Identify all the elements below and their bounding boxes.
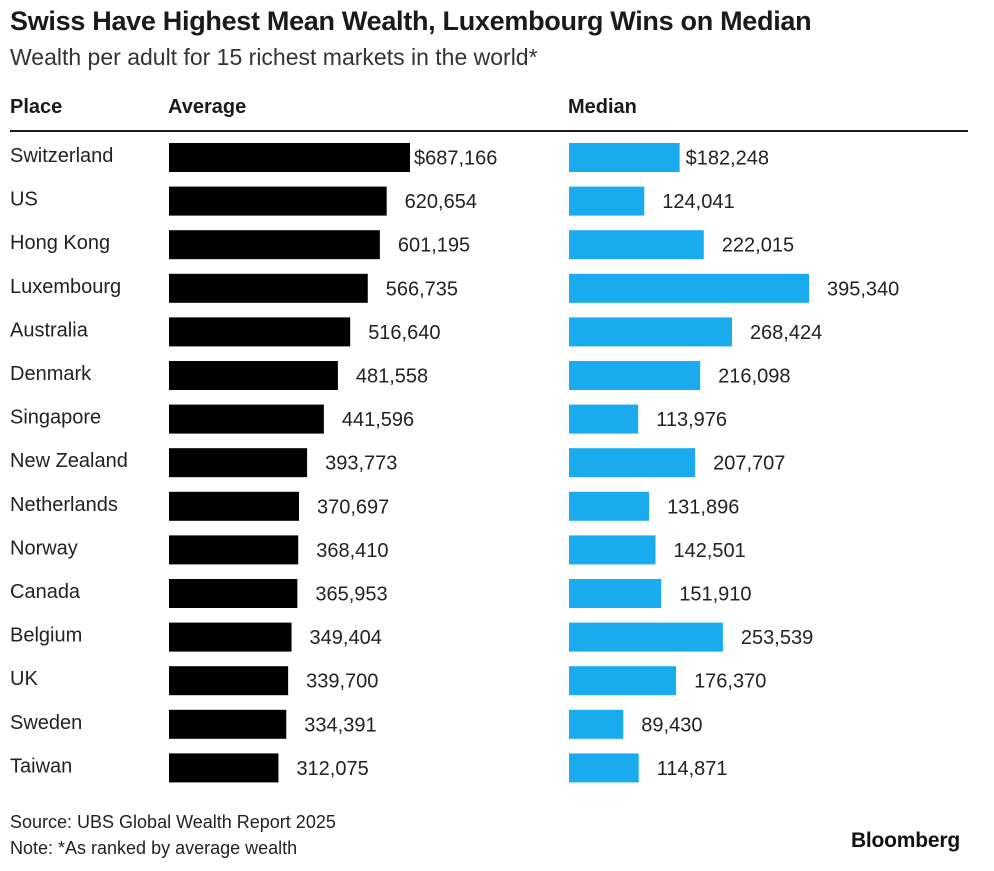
chart-title: Swiss Have Highest Mean Wealth, Luxembou… — [10, 6, 812, 36]
column-header-place: Place — [10, 96, 63, 118]
median-value-label: 124,041 — [662, 191, 734, 213]
average-value-label: 481,558 — [356, 366, 428, 388]
average-bar — [169, 143, 410, 172]
median-bar — [569, 317, 732, 347]
median-bar — [569, 186, 645, 216]
average-value-label: 334,391 — [304, 714, 376, 736]
median-value-label: 114,871 — [657, 758, 728, 780]
median-bar — [569, 143, 680, 172]
median-bar — [569, 666, 677, 696]
place-label: Taiwan — [10, 755, 72, 777]
place-label: Sweden — [10, 712, 82, 734]
median-value-label: 268,424 — [750, 322, 822, 344]
median-value-label: 89,430 — [641, 714, 702, 736]
place-label: Belgium — [10, 625, 82, 647]
chart-subtitle: Wealth per adult for 15 richest markets … — [10, 44, 538, 70]
place-label: Denmark — [10, 363, 92, 385]
place-label: UK — [10, 668, 38, 690]
average-bar — [169, 317, 351, 347]
average-value-label: 393,773 — [325, 453, 397, 475]
place-label: Switzerland — [10, 145, 113, 167]
average-value-label: 516,640 — [368, 322, 440, 344]
bar-chart: Switzerland $687,166 $182,248 US 620,654 124,… — [10, 143, 899, 783]
place-label: Australia — [10, 319, 89, 341]
bloomberg-logo: Bloomberg — [850, 829, 960, 852]
average-bar — [169, 753, 279, 783]
average-bar — [169, 273, 368, 303]
average-value-label: 566,735 — [386, 278, 458, 300]
average-value-label: 312,075 — [296, 758, 368, 780]
median-bar — [569, 753, 639, 783]
average-value-label: 339,700 — [306, 671, 378, 693]
median-bar — [569, 535, 656, 565]
median-bar — [569, 579, 662, 608]
average-bar — [169, 666, 289, 696]
average-bar — [169, 579, 298, 608]
average-bar — [169, 709, 287, 739]
average-bar — [169, 361, 338, 390]
column-header-average: Average — [168, 96, 247, 118]
place-label: Norway — [10, 537, 78, 559]
median-value-label: 216,098 — [718, 366, 790, 388]
average-value-label: 620,654 — [405, 191, 477, 213]
average-bar — [169, 491, 300, 521]
average-bar — [169, 186, 387, 216]
median-value-label: 222,015 — [722, 235, 794, 257]
average-value-label: 370,697 — [317, 496, 389, 518]
median-bar — [569, 273, 809, 303]
median-bar — [569, 448, 696, 478]
median-bar — [569, 491, 650, 521]
column-header-median: Median — [568, 96, 637, 118]
average-bar — [169, 448, 308, 478]
median-bar — [569, 404, 639, 434]
median-value-label: 253,539 — [741, 627, 813, 649]
source-note: Source: UBS Global Wealth Report 2025 — [10, 812, 336, 832]
place-label: Singapore — [10, 407, 101, 429]
median-value-label: 176,370 — [694, 671, 766, 693]
median-bar — [569, 361, 701, 390]
footnote: Note: *As ranked by average wealth — [10, 838, 298, 858]
median-value-label: 151,910 — [679, 584, 751, 606]
median-bar — [569, 230, 704, 260]
average-value-label: $687,166 — [414, 148, 497, 170]
median-value-label: 142,501 — [674, 540, 746, 562]
average-value-label: 368,410 — [316, 540, 388, 562]
median-value-label: 207,707 — [713, 453, 785, 475]
place-label: New Zealand — [10, 450, 128, 472]
average-bar — [169, 622, 292, 652]
median-value-label: 131,896 — [667, 496, 739, 518]
average-value-label: 601,195 — [398, 235, 470, 257]
average-value-label: 349,404 — [310, 627, 382, 649]
place-label: US — [10, 189, 38, 211]
average-value-label: 365,953 — [315, 584, 387, 606]
header-rule — [10, 130, 968, 132]
average-value-label: 441,596 — [342, 409, 414, 431]
median-bar — [569, 622, 723, 652]
place-label: Canada — [10, 581, 81, 603]
place-label: Hong Kong — [10, 232, 110, 254]
median-value-label: 113,976 — [656, 409, 727, 431]
place-label: Luxembourg — [10, 276, 121, 298]
average-bar — [169, 535, 299, 565]
average-bar — [169, 404, 324, 434]
median-value-label: 395,340 — [827, 278, 899, 300]
average-bar — [169, 230, 380, 260]
median-bar — [569, 709, 624, 739]
median-value-label: $182,248 — [686, 148, 769, 170]
place-label: Netherlands — [10, 494, 118, 516]
